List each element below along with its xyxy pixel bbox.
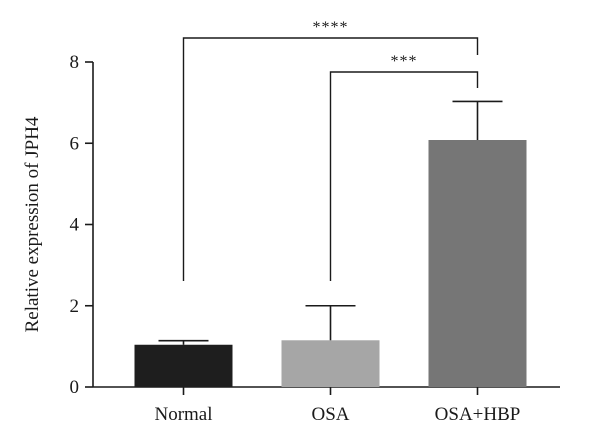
x-tick-label: OSA [311, 404, 349, 425]
bar-osa [281, 340, 380, 387]
bar-normal [134, 344, 233, 387]
y-tick-label: 6 [70, 133, 80, 154]
significance-label: *** [391, 53, 418, 70]
error-bars [158, 100, 503, 345]
x-tick-label: OSA+HBP [435, 404, 521, 425]
y-tick-label: 2 [70, 296, 80, 317]
bars [134, 140, 527, 387]
significance-brackets: ******* [182, 19, 479, 281]
x-tick-label: Normal [154, 404, 212, 425]
significance-bracket [182, 37, 479, 281]
axes: 0 2 4 6 8 Normal OSA OSA+HBP [70, 52, 560, 425]
y-axis-label: Relative expression of JPH4 [22, 116, 43, 332]
y-tick-label: 8 [70, 52, 80, 73]
y-tick-label: 0 [70, 377, 80, 398]
significance-label: **** [313, 19, 349, 36]
y-tick-label: 4 [70, 215, 80, 236]
significance-bracket [329, 71, 479, 281]
bar-osa-hbp [428, 140, 527, 387]
